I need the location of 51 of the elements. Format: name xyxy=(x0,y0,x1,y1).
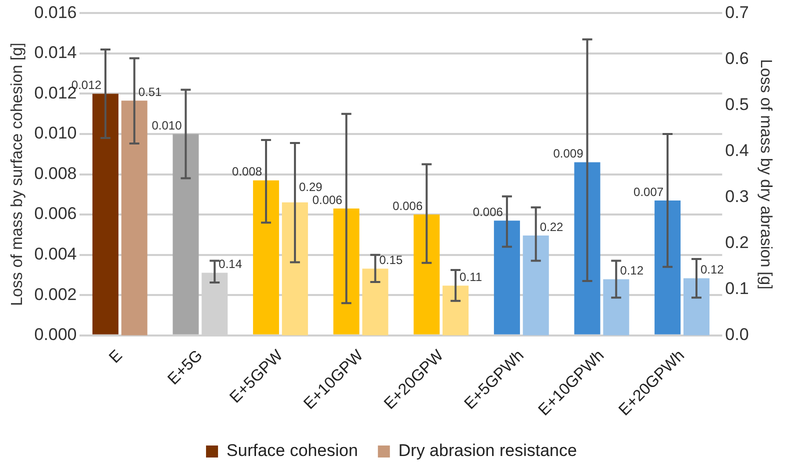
bar xyxy=(603,279,630,336)
y2-tick-label: 0.6 xyxy=(725,48,749,68)
data-label: 0.007 xyxy=(634,184,664,199)
y2-axis-title: Loss of mass by dry abrasion [g] xyxy=(756,59,774,290)
data-label: 0.008 xyxy=(232,164,262,179)
data-label: 0.29 xyxy=(298,180,323,194)
data-label: 0.12 xyxy=(700,262,724,277)
bar xyxy=(282,202,308,336)
data-label: 0.010 xyxy=(152,118,182,132)
bar xyxy=(333,208,360,334)
y-tick-label: 0.006 xyxy=(34,204,77,224)
y2-tick-label: 0.1 xyxy=(725,279,749,298)
y-tick-label: 0.000 xyxy=(34,325,77,344)
y-tick-label: 0.016 xyxy=(34,2,77,22)
bar xyxy=(654,200,681,334)
y2-tick-label: 0.3 xyxy=(725,186,749,206)
bar xyxy=(442,286,469,336)
y-tick-label: 0.014 xyxy=(34,43,77,62)
bar xyxy=(522,235,549,336)
data-label: 0.14 xyxy=(218,257,242,272)
data-label: 0.006 xyxy=(472,204,504,219)
data-label: 0.12 xyxy=(620,264,644,278)
legend-label: Surface cohesion xyxy=(226,441,358,460)
y2-tick-label: 0.7 xyxy=(725,2,749,22)
bar xyxy=(92,94,118,334)
y-tick-label: 0.010 xyxy=(34,124,77,143)
y-tick-label: 0.008 xyxy=(34,164,77,183)
y2-tick-label: 0.0 xyxy=(725,325,749,344)
y2-tick-label: 0.2 xyxy=(725,233,749,252)
data-label: 0.006 xyxy=(312,192,343,207)
data-label: 0.22 xyxy=(540,220,564,234)
data-label: 0.15 xyxy=(379,252,403,267)
bar xyxy=(494,220,520,334)
bar xyxy=(683,278,710,336)
bar xyxy=(172,134,199,334)
bar xyxy=(253,180,280,334)
x-tick-label: E xyxy=(106,347,126,367)
y2-tick-label: 0.5 xyxy=(725,94,749,114)
data-label: 0.11 xyxy=(460,270,482,284)
data-label: 0.006 xyxy=(392,198,423,213)
bar xyxy=(414,214,440,334)
y-axis-title: Loss of mass by surface cohesion [g] xyxy=(9,42,26,306)
data-label: 0.51 xyxy=(138,84,162,99)
legend-label: Dry abrasion resistance xyxy=(398,441,577,460)
y-tick-label: 0.004 xyxy=(34,244,77,264)
data-label: 0.009 xyxy=(553,146,584,161)
bar xyxy=(362,268,388,336)
bar xyxy=(121,100,148,336)
bar xyxy=(574,162,600,334)
y2-tick-label: 0.4 xyxy=(725,140,749,160)
y-tick-label: 0.002 xyxy=(34,284,77,304)
